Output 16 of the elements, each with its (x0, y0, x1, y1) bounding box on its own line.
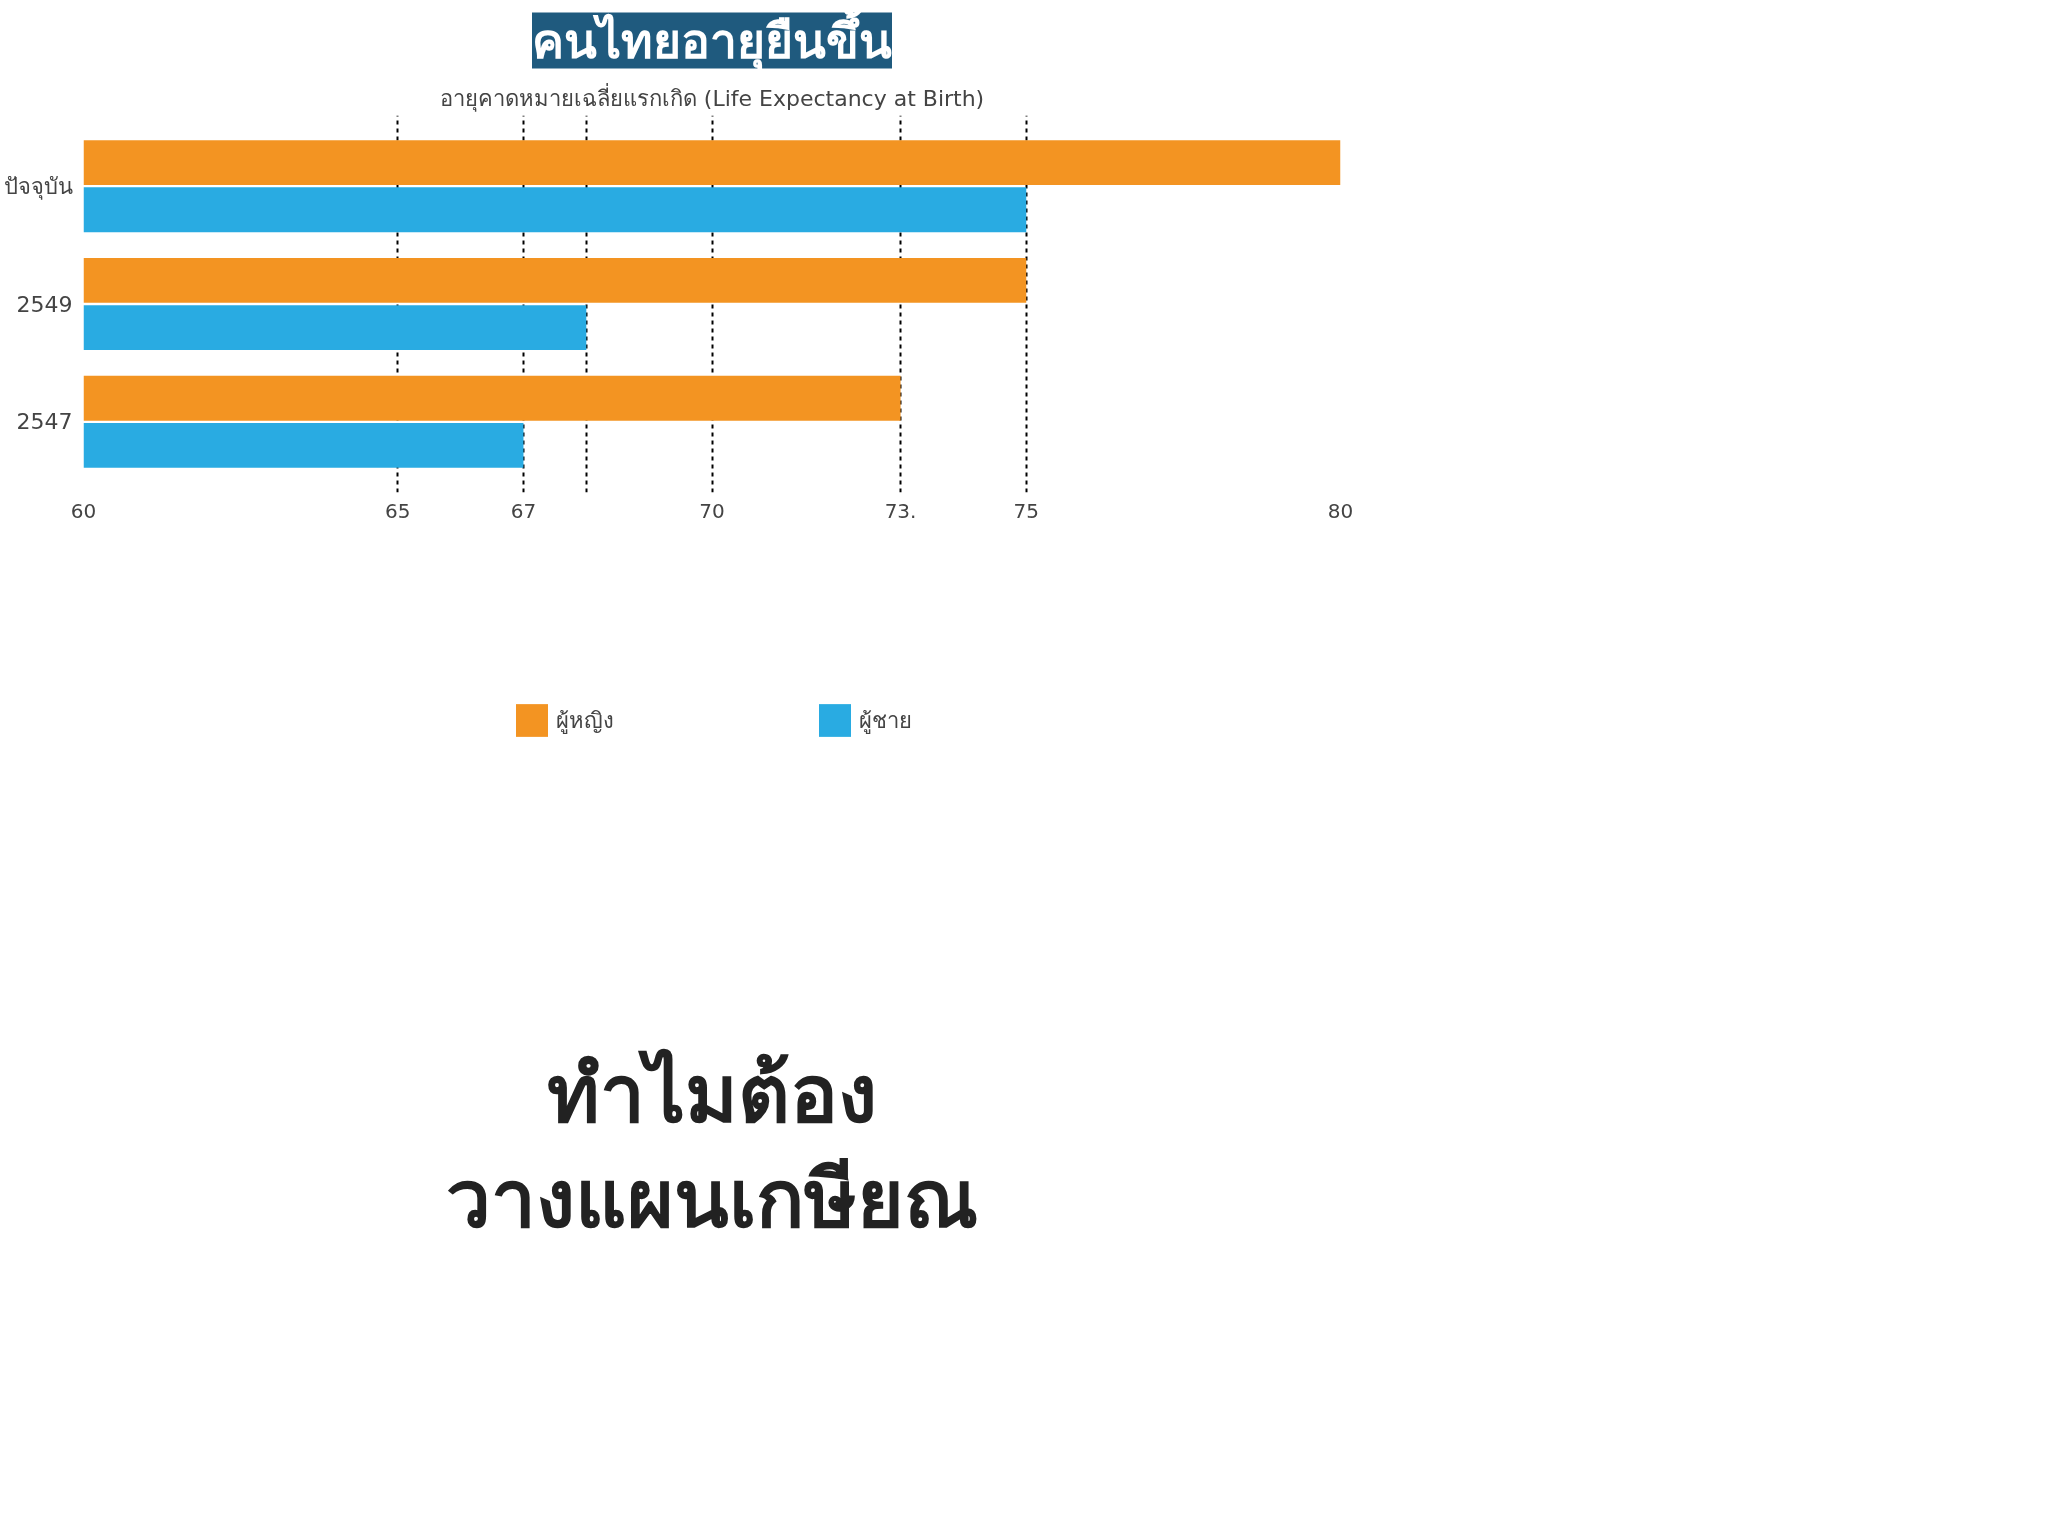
text: วางแผนเกษียณ (446, 1152, 978, 1246)
chart-subtitle: อายุคาดหมายเฉลี่ยแรกเกิด (Life Expectancy at Birth) (439, 82, 985, 112)
x-tick-label: 60 (70, 498, 97, 523)
x-tick-label: 70 (699, 498, 725, 523)
x-tick-label: 73. (884, 498, 917, 523)
y-tick-label: ปัจจุบัน (3, 173, 73, 200)
legend-label: ผู้หญิง (556, 706, 614, 736)
x-tick-label: 80 (1327, 498, 1354, 523)
y-tick-label: 2547 (16, 409, 73, 435)
x-tick-label: 65 (385, 498, 411, 523)
x-tick-label: 67 (510, 498, 537, 523)
x-tick-label: 75 (1013, 498, 1039, 523)
text: ทำไมต้อง (547, 1047, 877, 1141)
legend-label: ผู้ชาย (859, 706, 912, 736)
chart-title: คนไทยอายุยืนขึ้น (532, 5, 892, 72)
y-tick-label: 2549 (16, 291, 73, 317)
